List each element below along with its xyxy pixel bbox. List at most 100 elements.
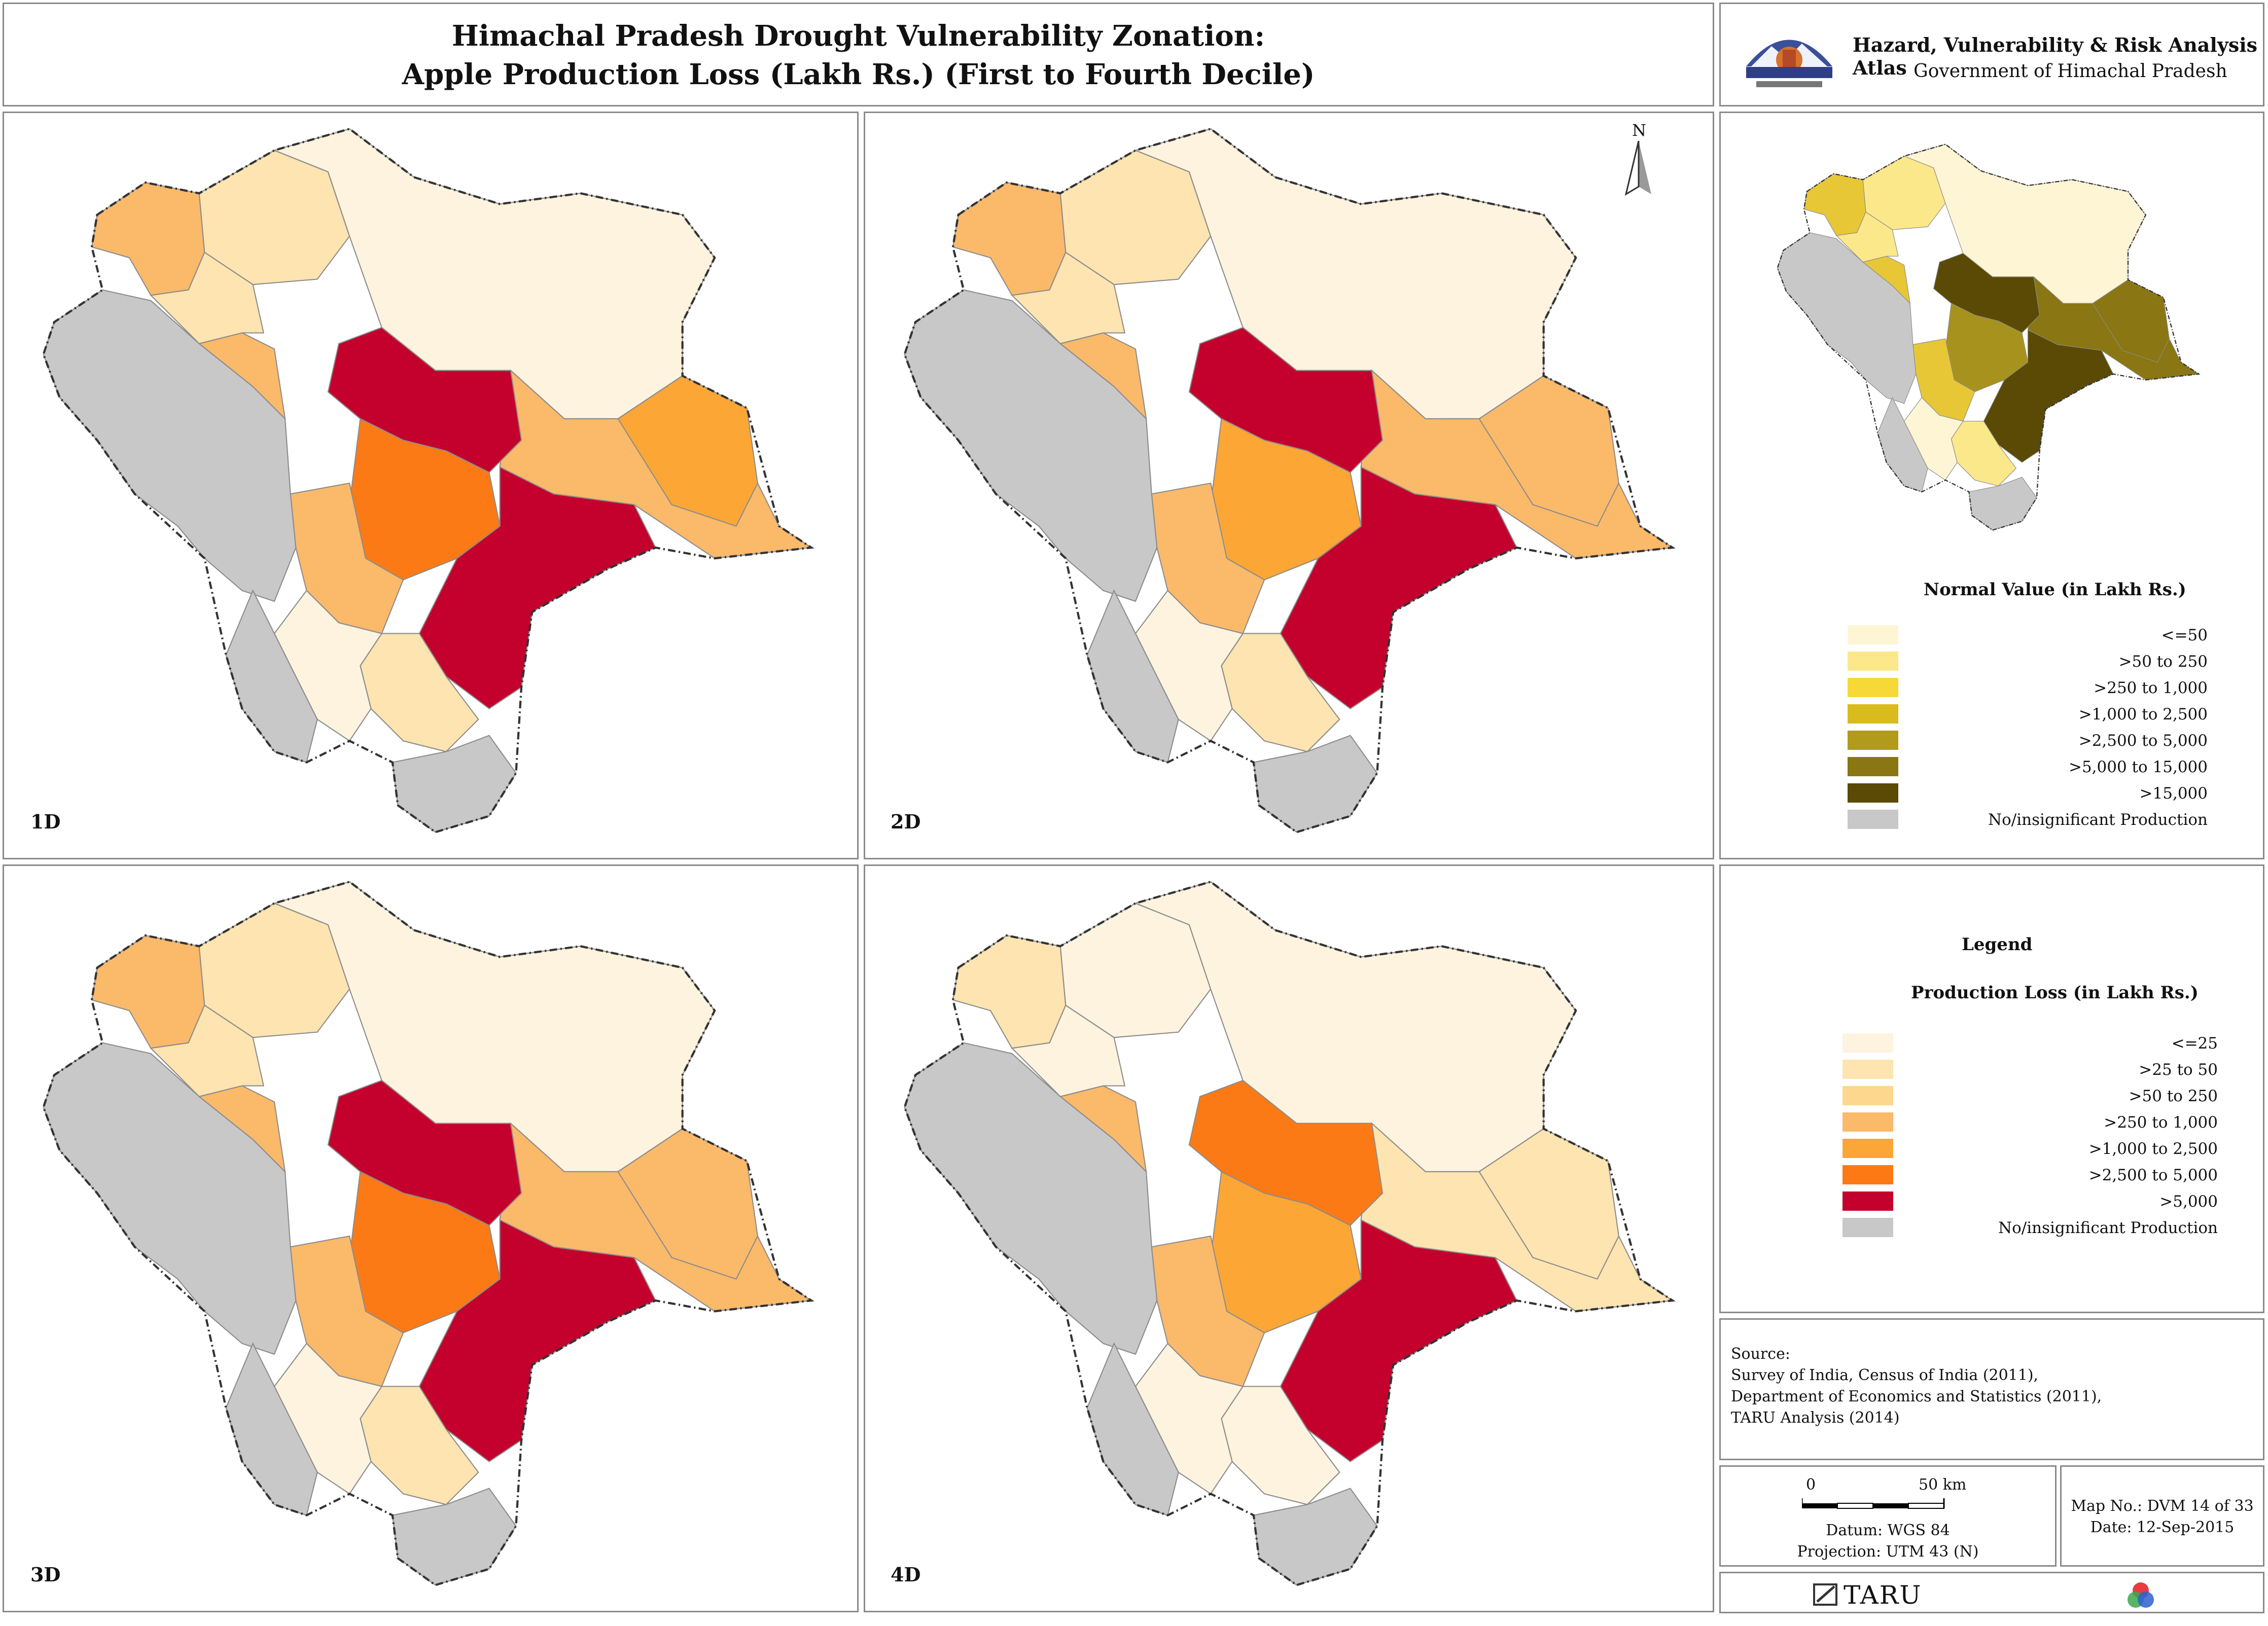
government-emblem [1741,18,1837,94]
normal-value-title: Normal Value (in Lakh Rs.) [1924,580,2186,600]
map-label-4d: 4D [891,1563,921,1586]
state-boundary [42,127,814,834]
state-map-svg [903,880,1676,1586]
normal-value-legend-label: <=50 [2161,626,2208,644]
region-no-production-west [43,1042,297,1355]
source-line-1: Survey of India, Census of India (2011), [1731,1366,2039,1384]
source-panel: Source: Survey of India, Census of India… [1719,1318,2264,1460]
atlas-header-box: Hazard, Vulnerability & Risk Analysis At… [1719,3,2264,106]
production-loss-legend-panel: Legend Production Loss (in Lakh Rs.) <=2… [1719,864,2264,1313]
region-north-west [1803,173,1866,236]
taru-brand-text: TARU [1844,1580,1922,1610]
state-boundary [903,127,1676,834]
map-label-2d: 2D [891,810,921,833]
production-loss-legend-swatch [1842,1191,1893,1211]
atlas-title: Hazard, Vulnerability & Risk Analysis At… [1853,33,2258,79]
normal-value-legend: <=50 >50 to 250 >250 to 1,000 >1,000 to 2,5… [1848,625,2248,838]
datum-text: Datum: WGS 84 [1826,1522,1950,1539]
production-loss-legend-label: >50 to 250 [2129,1087,2218,1105]
title-box: Himachal Pradesh Drought Vulnerability Z… [3,3,1714,106]
region-kangra [1835,211,1899,263]
projection-text: Projection: UTM 43 (N) [1797,1543,1979,1561]
region-shimla [418,466,657,710]
map-date: Date: 12-Sep-2015 [2090,1519,2235,1536]
normal-value-panel: Normal Value (in Lakh Rs.) <=50 >50 to 25… [1719,112,2264,859]
production-loss-legend-swatch [1842,1086,1893,1105]
region-kangra [1011,251,1126,344]
normal-value-legend-swatch [1848,731,1898,750]
production-loss-legend-swatch [1842,1060,1893,1079]
title-line-2: Apple Production Loss (Lakh Rs.) (First … [402,58,1315,91]
production-loss-legend-label: >250 to 1,000 [2104,1113,2218,1132]
map-label-1d: 1D [30,810,61,833]
region-shimla [1280,1219,1518,1463]
region-kangra [1011,1004,1126,1097]
normal-value-legend-label: >15,000 [2139,784,2208,803]
state-boundary [903,880,1676,1586]
production-loss-legend: <=25 >25 to 50 >50 to 250 >250 to 1,000 >1,0… [1842,1033,2248,1246]
production-loss-legend-label: >1,000 to 2,500 [2088,1140,2218,1158]
state-map-svg [1777,143,2201,531]
source-heading: Source: [1731,1345,1790,1363]
region-no-production-west [904,289,1158,602]
scale-distance: 50 km [1919,1476,1967,1494]
region-shimla [1280,466,1518,710]
title-line-1: Himachal Pradesh Drought Vulnerability Z… [451,19,1265,53]
map-panel-2d: 2D N [864,112,1714,859]
region-north-west [952,182,1067,296]
production-loss-legend-label: >2,500 to 5,000 [2088,1166,2218,1184]
normal-value-legend-swatch [1848,704,1898,724]
legend-title: Production Loss (in Lakh Rs.) [1911,983,2199,1003]
north-label: N [1632,121,1646,140]
state-boundary [1777,143,2201,531]
normal-value-legend-label: >1,000 to 2,500 [2078,705,2208,724]
production-loss-legend-label: >25 to 50 [2139,1061,2218,1079]
region-no-production-bottom [392,735,517,833]
region-north-west [91,934,205,1049]
map-number: Map No.: DVM 14 of 33 [2071,1497,2254,1515]
normal-value-legend-label: >50 to 250 [2118,653,2208,671]
production-loss-legend-swatch [1842,1165,1893,1184]
map-label-3d: 3D [30,1563,61,1586]
scale-zero: 0 [1806,1476,1816,1494]
region-north-west [91,182,205,296]
region-no-production-bottom [1968,477,2037,531]
production-loss-legend-swatch [1842,1112,1893,1132]
source-line-2: Department of Economics and Statistics (… [1731,1388,2102,1405]
region-kangra [150,251,265,344]
region-shimla [1983,329,2114,463]
scale-panel: 0 50 km Datum: WGS 84 Projection: UTM 43… [1719,1465,2057,1567]
footer-panel: TARU [1719,1572,2264,1613]
region-no-production-west [904,1042,1158,1355]
normal-value-legend-label: No/insignificant Production [1988,811,2208,829]
production-loss-legend-swatch [1842,1218,1893,1237]
normal-value-legend-label: >5,000 to 15,000 [2068,758,2208,776]
normal-value-map [1761,138,2218,539]
map-panel-1d: 1D [3,112,859,859]
normal-value-legend-label: >2,500 to 5,000 [2078,732,2208,750]
region-north-west [952,934,1067,1049]
atlas-subtitle: Government of Himachal Pradesh [1913,61,2227,82]
region-shimla [418,1219,657,1463]
state-boundary [42,880,814,1586]
region-kangra [150,1004,265,1097]
normal-value-legend-swatch [1848,625,1898,644]
source-line-3: TARU Analysis (2014) [1731,1409,1900,1427]
north-arrow: N [1621,121,1656,197]
normal-value-legend-swatch [1848,810,1898,829]
production-loss-legend-swatch [1842,1033,1893,1053]
production-loss-legend-label: >5,000 [2159,1193,2218,1211]
production-loss-legend-swatch [1842,1139,1893,1158]
normal-value-legend-swatch [1848,652,1898,671]
normal-value-legend-swatch [1848,757,1898,776]
production-loss-legend-label: <=25 [2171,1034,2218,1053]
region-no-production-bottom [392,1488,517,1586]
state-map-svg [903,127,1676,834]
map-info-panel: Map No.: DVM 14 of 33 Date: 12-Sep-2015 [2060,1465,2264,1567]
normal-value-legend-label: >250 to 1,000 [2094,679,2208,697]
legend-heading: Legend [1962,934,2033,955]
region-no-production-bottom [1253,1488,1378,1586]
region-no-production-bottom [1253,735,1378,833]
state-map-svg [42,127,814,834]
production-loss-legend-label: No/insignificant Production [1998,1219,2218,1237]
